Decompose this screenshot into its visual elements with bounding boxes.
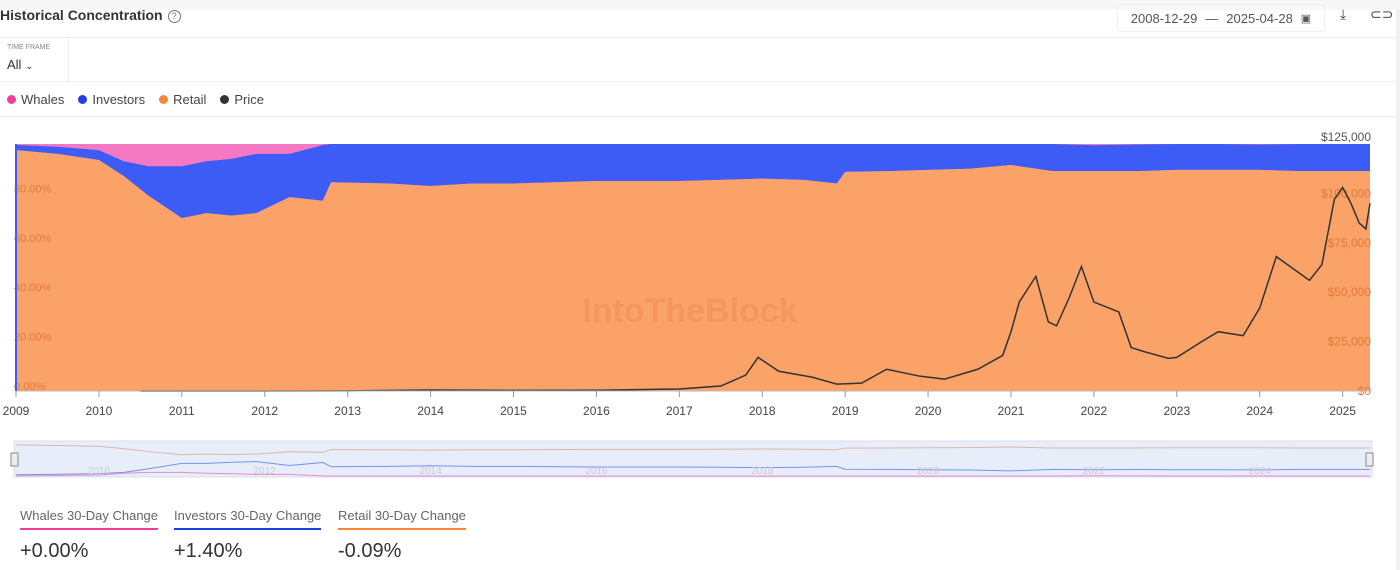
x-tick-label: 2015 [500,404,527,418]
legend-item-retail[interactable]: Retail [159,92,206,107]
y-right-tick: $25,000 [1328,335,1372,349]
navigator-whales-line [15,471,1370,477]
x-tick-label: 2018 [749,404,776,418]
concentration-chart: IntoTheBlock 0.00% 20.00% 40.00% 60.00% 80.00… [3,130,1372,418]
navigator-retail-line [15,444,1370,456]
y-left-tick: 0.00% [14,381,45,393]
y-right-tick: $75,000 [1328,236,1372,250]
navigator-label: 2020 [917,466,940,477]
download-icon[interactable]: ⤓ [1340,6,1347,22]
stat-value: -0.09% [338,540,402,562]
time-frame-label: TIME FRAME [7,44,51,51]
date-separator: — [1205,10,1219,26]
y-right-tick: $50,000 [1328,285,1372,299]
navigator-label: 2016 [585,466,608,477]
divider [68,38,69,81]
date-start: 2008-12-29 [1130,10,1198,26]
legend-label: Retail [173,92,207,107]
stat-whales: Whales 30-Day Change +0.00% [20,508,159,563]
x-tick-label: 2010 [86,404,113,418]
navigator-label: 2012 [254,466,277,477]
time-frame-value: All [7,57,22,72]
retail-area [16,150,1370,391]
x-tick-label: 2013 [334,404,361,418]
legend-dot [7,95,16,104]
calendar-icon: ▣ [1300,12,1312,25]
navigator-label: 2010 [88,466,111,477]
legend-item-price[interactable]: Price [220,92,264,107]
navigator-label: 2024 [1249,466,1272,477]
x-tick-label: 2024 [1246,404,1273,418]
navigator-handle-left[interactable] [10,452,19,467]
divider [0,116,1396,117]
x-tick-label: 2019 [832,404,859,418]
date-range-picker[interactable]: 2008-12-29 — 2025-04-28 ▣ [1117,4,1325,32]
navigator[interactable]: 2010 2012 2014 2016 2018 2020 2022 2024 [0,436,1400,486]
legend-dot [78,95,88,104]
x-tick-label: 2014 [417,404,444,418]
x-tick-label: 2009 [3,404,30,418]
stat-value: +0.00% [20,540,89,562]
stat-value: +1.40% [174,540,243,562]
y-left-tick: 60.00% [14,233,52,245]
y-left-tick: 80.00% [14,183,52,195]
y-right-tick: $125,000 [1321,130,1371,144]
navigator-window[interactable] [13,440,1373,478]
legend-dot [159,95,169,104]
navigator-label: 2022 [1083,466,1106,477]
stat-label: Investors 30-Day Change [174,508,322,530]
x-tick-label: 2022 [1081,404,1108,418]
divider [0,37,1396,38]
legend-dot [220,95,230,104]
stat-investors: Investors 30-Day Change +1.40% [174,508,322,563]
x-tick-label: 2021 [998,404,1025,418]
x-tick-label: 2011 [169,404,195,418]
navigator-label: 2018 [751,466,774,477]
scrollbar[interactable] [1396,10,1400,570]
legend-label: Price [234,92,264,107]
x-tick-label: 2025 [1329,404,1356,418]
whales-area [16,144,1370,167]
link-icon[interactable]: ⊂⊃ [1370,6,1394,22]
legend-label: Whales [21,92,65,107]
chevron-down-icon: ⌄ [25,61,34,72]
legend-item-investors[interactable]: Investors [78,92,145,107]
legend-item-whales[interactable]: Whales [7,92,64,107]
legend: Whales Investors Retail Price [7,92,264,107]
stat-label: Whales 30-Day Change [20,508,159,530]
y-left-tick: 20.00% [14,332,52,344]
divider [0,81,1396,82]
x-tick-label: 2017 [666,404,693,418]
top-strip [0,0,1400,10]
help-icon[interactable]: ? [167,10,181,23]
x-tick-label: 2016 [583,404,610,418]
investors-area [16,144,1370,219]
date-end: 2025-04-28 [1226,10,1293,26]
watermark-logo: IntoTheBlock [582,292,797,330]
page-title: Historical Concentration? [0,7,181,23]
y-left-tick: 40.00% [14,282,52,294]
navigator-label: 2014 [419,466,442,477]
title-text: Historical Concentration [0,7,163,23]
stat-retail: Retail 30-Day Change -0.09% [338,508,466,563]
price-line [140,186,1371,392]
navigator-handle-right[interactable] [1365,452,1374,467]
x-tick-label: 2023 [1163,404,1190,418]
x-tick-label: 2012 [251,404,278,418]
navigator-investors-line [15,461,1370,476]
x-tick-label: 2020 [915,404,942,418]
stat-label: Retail 30-Day Change [338,508,466,530]
legend-label: Investors [92,92,146,107]
time-frame-select[interactable]: TIME FRAME All ⌄ [7,44,50,72]
